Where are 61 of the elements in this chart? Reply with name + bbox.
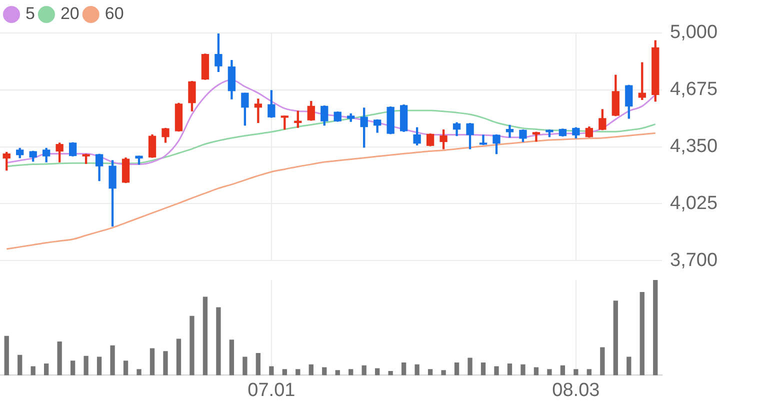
bar [308,364,314,376]
bar [574,369,578,376]
bar [468,358,472,376]
bar [123,360,128,376]
bar [96,356,102,376]
bar [375,368,380,376]
bar [653,280,658,376]
y-tick-label: 4,025 [670,192,718,214]
bar [163,351,168,376]
bar [428,369,433,376]
legend-label: 20 [60,4,80,24]
y-tick-label: 4,350 [670,136,718,158]
bar [388,371,393,376]
bar [613,300,618,376]
bar [150,348,155,376]
y-tick-label: 4,675 [670,79,718,100]
candlestick [558,128,567,136]
bar [229,340,234,376]
bar [84,356,88,376]
bar [190,316,194,376]
y-tick-label: 5,000 [670,22,718,44]
bar [44,363,49,376]
bar [296,369,300,376]
bar [547,369,552,376]
bar [507,363,512,376]
bar [586,369,592,376]
bar [600,347,605,376]
bar [70,360,76,376]
bar [494,366,499,376]
bar [282,369,287,376]
bar [348,369,354,376]
bar [110,345,115,376]
bar [454,362,460,376]
bar [136,369,142,376]
bar [401,362,406,376]
bar [534,367,539,376]
bar [441,370,446,376]
x-tick-label: 08.03 [552,380,600,401]
bar [640,292,644,376]
bar [176,338,182,376]
bar [480,362,486,376]
bar [560,365,566,376]
bar [322,367,327,376]
bar [4,336,9,376]
bar [362,365,366,376]
bar [57,342,62,376]
legend-label: 60 [104,4,124,24]
bar [335,370,340,376]
bar [242,356,248,376]
bar [256,352,261,376]
y-tick-label: 3,700 [670,250,718,271]
bar [626,356,632,376]
bar [202,296,208,376]
bar [414,364,420,376]
x-tick-label: 07.01 [248,380,296,401]
bar [269,366,274,376]
bar [520,364,526,376]
legend-label: 5 [26,4,35,24]
bar [30,366,36,376]
bar [216,307,221,376]
bar [18,354,22,376]
